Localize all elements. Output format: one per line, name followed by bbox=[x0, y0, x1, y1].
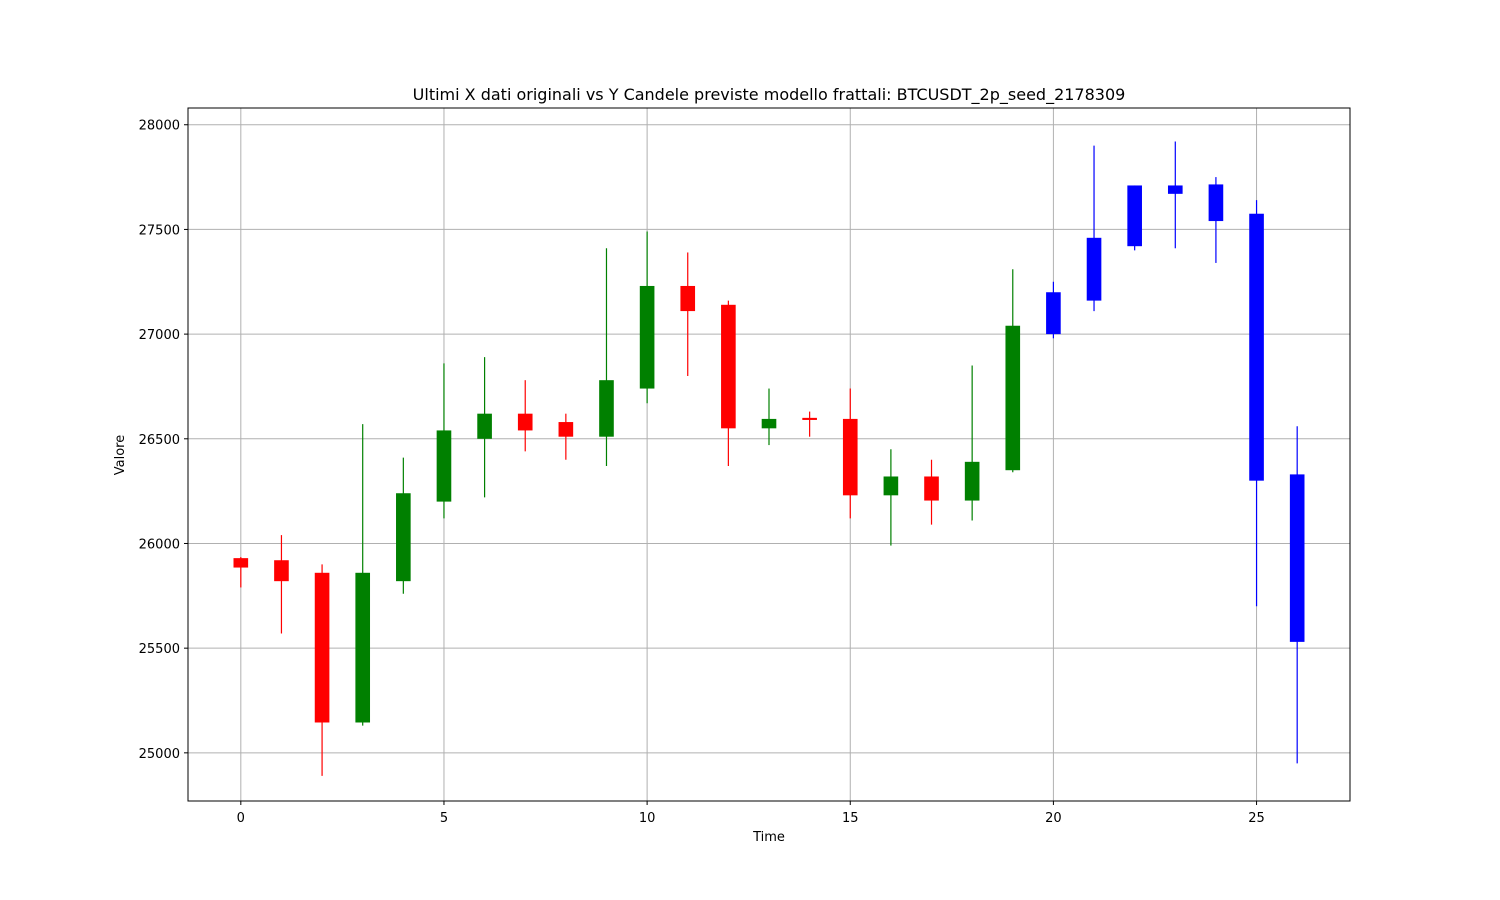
candle bbox=[883, 449, 899, 546]
x-tick-label: 20 bbox=[1045, 811, 1062, 826]
candle-body bbox=[1249, 213, 1264, 481]
candle-body bbox=[1127, 185, 1142, 247]
candle bbox=[517, 380, 533, 452]
candle-body bbox=[558, 422, 574, 437]
candle bbox=[964, 365, 980, 521]
candle bbox=[558, 413, 574, 460]
candle bbox=[1046, 281, 1061, 339]
candle bbox=[924, 459, 939, 525]
candle bbox=[1127, 185, 1142, 251]
candle-body bbox=[436, 430, 452, 502]
candle-body bbox=[274, 560, 289, 582]
candle bbox=[1167, 141, 1183, 249]
candle-body bbox=[477, 413, 492, 439]
candle bbox=[1249, 200, 1264, 607]
chart-title: Ultimi X dati originali vs Y Candele pre… bbox=[413, 85, 1126, 105]
x-axis-ticks: 0 5 10 15 20 25 bbox=[237, 801, 1265, 826]
candle bbox=[1208, 177, 1224, 263]
x-tick-label: 10 bbox=[639, 811, 656, 826]
candle-body bbox=[1046, 292, 1061, 335]
candle bbox=[761, 388, 777, 446]
candle bbox=[396, 457, 411, 594]
x-tick-label: 15 bbox=[842, 811, 859, 826]
candle-body bbox=[1005, 325, 1021, 471]
x-axis-label: Time bbox=[752, 830, 785, 845]
candle bbox=[802, 411, 817, 437]
candles bbox=[233, 141, 1305, 776]
candle bbox=[639, 231, 655, 404]
candle-body bbox=[842, 418, 858, 496]
candle-body bbox=[355, 572, 371, 723]
y-tick-label: 25500 bbox=[139, 642, 180, 657]
candle-body bbox=[599, 380, 614, 437]
y-axis-ticks: 25000 25500 26000 26500 27000 27500 28000 bbox=[139, 119, 188, 762]
y-tick-label: 27500 bbox=[139, 223, 180, 238]
candle-body bbox=[1167, 185, 1183, 194]
candle-body bbox=[1289, 474, 1305, 642]
candle-body bbox=[517, 413, 533, 431]
candle-body bbox=[1208, 184, 1224, 222]
candle-body bbox=[761, 418, 777, 429]
candle bbox=[721, 300, 736, 467]
candle bbox=[680, 252, 696, 376]
y-tick-label: 27000 bbox=[139, 328, 180, 343]
plot-frame bbox=[187, 107, 1351, 802]
candle bbox=[355, 424, 371, 726]
candle-body bbox=[233, 558, 249, 568]
candle bbox=[477, 357, 492, 498]
y-tick-label: 26000 bbox=[139, 537, 180, 552]
x-tick-label: 0 bbox=[237, 811, 245, 826]
candle bbox=[274, 535, 289, 634]
candle-body bbox=[639, 285, 655, 389]
x-tick-label: 25 bbox=[1248, 811, 1265, 826]
y-tick-label: 26500 bbox=[139, 433, 180, 448]
candle bbox=[1289, 426, 1305, 764]
candle bbox=[842, 388, 858, 519]
x-tick-label: 5 bbox=[440, 811, 448, 826]
candle-body bbox=[1086, 237, 1102, 301]
candle bbox=[314, 564, 330, 776]
candle-body bbox=[964, 461, 980, 501]
candle bbox=[1005, 269, 1021, 473]
candle bbox=[233, 557, 249, 588]
candle-body bbox=[883, 476, 899, 496]
candle bbox=[599, 248, 614, 467]
y-tick-label: 28000 bbox=[139, 119, 180, 134]
candle-body bbox=[680, 285, 696, 312]
candle bbox=[436, 363, 452, 519]
candle-body bbox=[721, 304, 736, 429]
y-tick-label: 25000 bbox=[139, 747, 180, 762]
candle-body bbox=[802, 417, 817, 420]
candle-body bbox=[924, 476, 939, 501]
candle-body bbox=[314, 572, 330, 723]
candle bbox=[1086, 145, 1102, 312]
candle-body bbox=[396, 493, 411, 582]
y-axis-label: Valore bbox=[113, 435, 128, 475]
